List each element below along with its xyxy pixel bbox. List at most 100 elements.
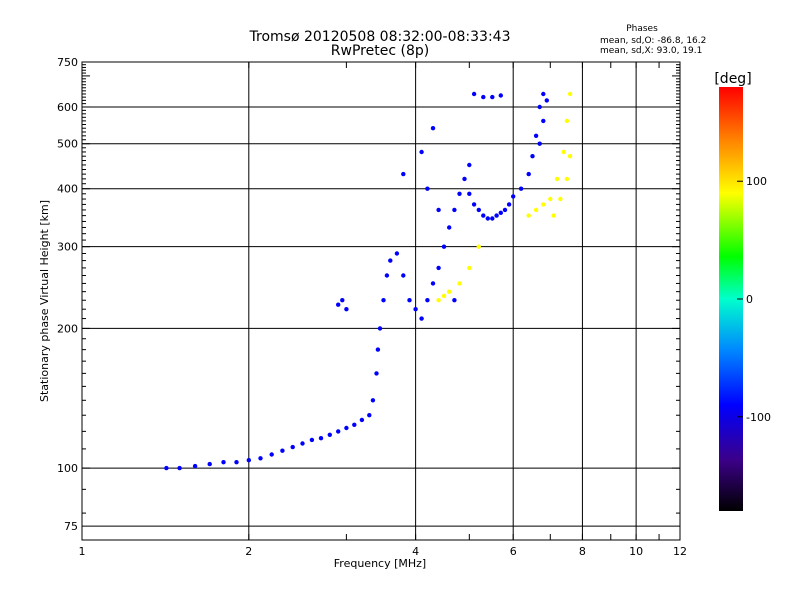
data-points [164,91,573,471]
data-point [533,207,539,213]
x-tick-label: 10 [629,545,643,558]
data-point [419,316,424,321]
data-point [452,207,457,213]
data-point [548,196,553,202]
data-point [441,293,447,299]
data-point [192,463,198,469]
data-point [413,307,418,312]
data-point [447,225,452,230]
data-point [177,465,182,471]
data-point [344,425,349,431]
data-point [476,244,481,249]
data-point [258,456,263,461]
data-point [401,273,406,278]
data-point [336,429,341,434]
data-point [526,171,531,177]
data-point [300,441,305,446]
x-tick-label: 12 [673,545,687,558]
data-point [537,141,542,146]
data-point [485,216,490,221]
data-point [207,461,212,467]
data-point [407,298,412,303]
data-point [541,118,546,124]
data-point [221,460,226,465]
data-point [394,251,400,256]
x-axis-label: Frequency [MHz] [334,557,426,570]
x-tick-label: 1 [79,545,86,558]
data-point [375,347,381,352]
data-point [318,436,324,441]
grid [82,62,680,540]
data-point [327,432,332,437]
data-point [246,458,251,463]
data-point [425,298,430,303]
data-point [401,171,406,177]
y-tick-label: 750 [57,56,78,69]
data-point [419,149,424,155]
data-point [374,371,379,376]
data-point [430,126,436,131]
data-point [436,265,441,271]
y-tick-label: 100 [57,462,78,475]
data-point [467,265,472,271]
data-point [564,118,570,124]
y-tick-label: 200 [57,322,78,335]
data-point [541,202,546,207]
data-point [436,207,441,213]
colorbar-tick-label: 100 [746,175,767,188]
data-point [384,273,390,278]
phase-stats-heading: Phases [626,24,658,34]
data-point [526,213,531,218]
data-point [234,460,239,465]
data-point [352,422,357,427]
data-point [541,91,546,97]
data-point [567,154,573,159]
data-point [554,176,560,182]
data-point [530,154,535,159]
data-point [506,202,512,207]
data-point [462,176,467,182]
data-point [381,298,386,303]
data-point [467,191,472,196]
chart-title: Tromsø 20120508 08:32:00-08:33:43 [249,29,511,45]
data-point [551,213,556,218]
data-point [340,298,345,303]
data-point [367,413,372,418]
data-point [494,213,499,218]
data-point [436,298,441,303]
data-point [490,94,495,100]
colorbar-label: [deg] [714,71,751,87]
data-point [502,207,508,213]
y-tick-label: 75 [64,520,78,533]
data-point [471,91,477,97]
data-point [430,281,436,286]
data-point [558,196,563,202]
x-tick-label: 8 [579,545,586,558]
y-tick-label: 500 [57,138,78,151]
data-point [425,186,430,191]
data-point [309,437,315,443]
data-point [511,194,516,199]
data-point [388,258,393,263]
colorbar-tick-label: -100 [746,411,771,424]
data-point [359,417,365,423]
data-point [561,149,566,155]
data-point [457,191,462,196]
y-tick-label: 600 [57,101,78,114]
data-point [377,326,383,331]
data-point [567,91,573,97]
plot-frame [81,61,681,541]
data-point [447,289,452,294]
phase-stats-o: mean, sd,O: -86.8, 16.2 [600,36,706,46]
y-tick-label: 300 [57,241,78,254]
colorbar: [deg] 100 0 -100 [714,71,771,511]
y-axis-label: Stationary phase Virtual Height [km] [38,200,51,402]
chart-subtitle: RwPretec (8p) [331,43,429,59]
data-point [164,465,169,471]
data-point [467,162,472,168]
data-point [452,298,457,303]
phase-stats-x: mean, sd,X: 93.0, 19.1 [600,46,702,56]
data-point [481,213,486,218]
data-point [344,307,349,312]
